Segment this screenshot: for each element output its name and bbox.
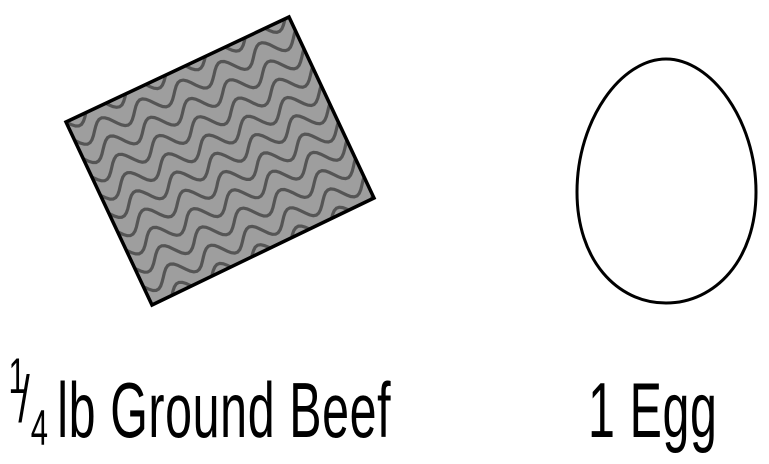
beef-texture-wave [71, 58, 334, 185]
beef-texture-wave [88, 95, 351, 222]
ground-beef-icon [63, 14, 377, 308]
egg-icon [575, 57, 758, 305]
beef-texture-wave [114, 150, 374, 277]
quarter-fraction: 1 / 4 [6, 348, 48, 460]
egg-caption: 1 Egg [588, 360, 717, 460]
ground-beef-caption: 1 / 4 lb Ground Beef [6, 348, 392, 460]
fraction-numerator: 1 [8, 348, 27, 404]
beef-texture-wave [96, 113, 360, 240]
beef-texture-wave [122, 168, 374, 295]
beef-texture-wave [66, 22, 317, 149]
beef-texture-wave [66, 40, 326, 167]
fraction-denominator: 4 [30, 400, 49, 456]
beef-texture-wave [105, 131, 369, 258]
beef-texture-wave [79, 77, 343, 203]
ground-beef-label: lb Ground Beef [57, 366, 392, 454]
egg-label: 1 Egg [588, 366, 718, 454]
fraction-slash: / [18, 362, 31, 436]
